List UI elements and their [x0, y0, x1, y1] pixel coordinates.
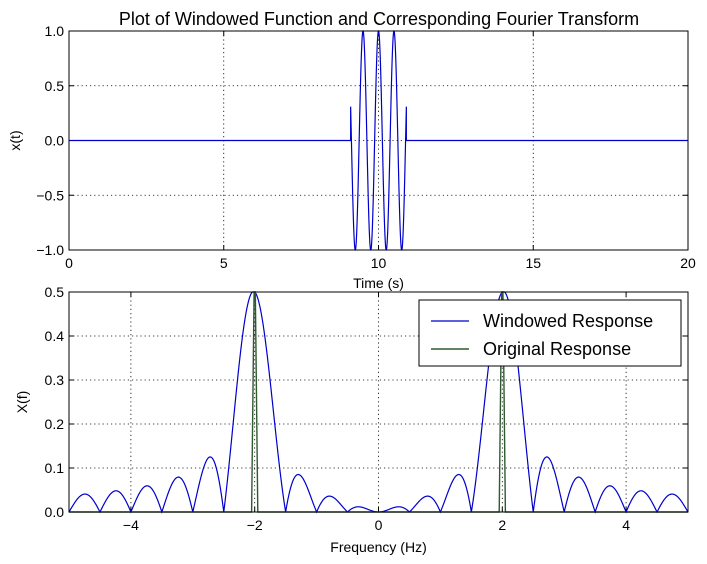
- legend-label-windowed: Windowed Response: [483, 311, 653, 331]
- bottom-y-axis-label: X(f): [14, 391, 30, 414]
- top-y-tick-label: 0.5: [45, 78, 65, 94]
- legend-label-original: Original Response: [483, 339, 631, 359]
- bottom-y-tick-label: 0.5: [45, 284, 65, 300]
- top-x-tick-label: 10: [371, 255, 387, 271]
- frequency-domain-plot: −4 −2 0 2 4 0.5 0.4 0.3 0.2 0.1 0.0 Frequency (Hz)…: [14, 284, 688, 555]
- top-x-tick-label: 5: [220, 255, 228, 271]
- top-y-tick-label: −0.5: [36, 187, 64, 203]
- top-y-axis-label: x(t): [7, 130, 23, 150]
- figure-title: Plot of Windowed Function and Correspond…: [119, 9, 639, 29]
- bottom-x-axis-label: Frequency (Hz): [330, 539, 426, 555]
- bottom-x-tick-label: −4: [123, 517, 139, 533]
- top-ticks: 0 5 10 15 20 1.0 0.5 0.0 −0.5 −1.0: [36, 23, 696, 271]
- top-x-tick-label: 20: [680, 255, 696, 271]
- top-x-tick-label: 15: [525, 255, 541, 271]
- top-y-tick-label: −1.0: [36, 242, 64, 258]
- bottom-x-tick-label: 0: [375, 517, 383, 533]
- bottom-x-tick-label: 4: [622, 517, 630, 533]
- bottom-y-tick-label: 0.0: [45, 504, 65, 520]
- top-x-axis-label: Time (s): [353, 275, 404, 291]
- legend: Windowed Response Original Response: [419, 300, 681, 366]
- bottom-y-tick-label: 0.1: [45, 460, 65, 476]
- bottom-x-tick-label: 2: [498, 517, 506, 533]
- top-y-tick-label: 0.0: [45, 133, 65, 149]
- time-domain-plot: 0 5 10 15 20 1.0 0.5 0.0 −0.5 −1.0 Time (s) x(t): [7, 23, 696, 291]
- bottom-y-tick-label: 0.3: [45, 372, 65, 388]
- top-y-tick-label: 1.0: [45, 23, 65, 39]
- bottom-x-tick-label: −2: [247, 517, 263, 533]
- bottom-y-tick-label: 0.2: [45, 416, 65, 432]
- top-x-tick-label: 0: [65, 255, 73, 271]
- bottom-y-tick-label: 0.4: [45, 328, 65, 344]
